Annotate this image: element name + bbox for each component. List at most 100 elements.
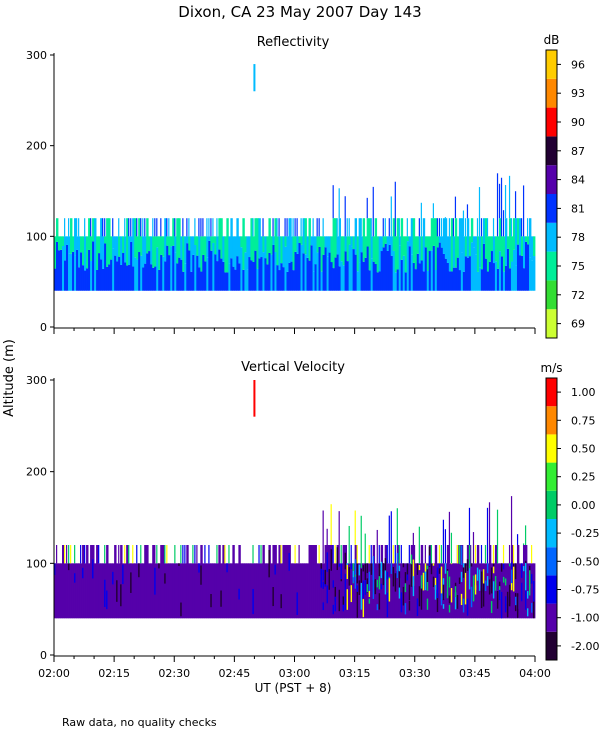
velocity-streak bbox=[378, 593, 381, 610]
reflectivity-cell bbox=[110, 236, 113, 260]
reflectivity-cell bbox=[426, 270, 430, 291]
reflectivity-cell bbox=[222, 236, 225, 262]
reflectivity-cell bbox=[420, 236, 424, 261]
reflectivity-cell bbox=[348, 236, 352, 245]
reflectivity-cell bbox=[402, 255, 406, 291]
velocity-spike bbox=[468, 507, 471, 545]
reflectivity-cell bbox=[418, 236, 422, 264]
reflectivity-cell bbox=[62, 246, 65, 291]
reflectivity-cell bbox=[328, 236, 331, 253]
reflectivity-cell bbox=[444, 218, 448, 259]
velocity-streak bbox=[418, 586, 421, 607]
reflectivity-cell bbox=[244, 236, 247, 253]
velocity-streak bbox=[420, 575, 423, 589]
reflectivity-cell bbox=[270, 254, 273, 291]
reflectivity-cell bbox=[230, 258, 233, 291]
reflectivity-cell bbox=[500, 236, 504, 257]
velocity-streak bbox=[460, 593, 463, 606]
reflectivity-cell bbox=[102, 236, 105, 269]
velocity-streak bbox=[506, 591, 509, 606]
velocity-cell bbox=[280, 563, 283, 619]
velocity-spike bbox=[530, 545, 533, 564]
velocity-streak bbox=[180, 602, 182, 617]
velocity-spike bbox=[524, 525, 527, 545]
velocity-spike bbox=[492, 545, 495, 564]
reflectivity-cell bbox=[128, 264, 131, 291]
reflectivity-spike bbox=[294, 218, 296, 237]
reflectivity-cell bbox=[360, 236, 364, 253]
velocity-streak bbox=[454, 586, 457, 598]
reflectivity-cell bbox=[324, 247, 327, 291]
velocity-cell bbox=[290, 563, 293, 619]
footnote: Raw data, no quality checks bbox=[62, 716, 217, 729]
velocity-cell bbox=[128, 563, 131, 619]
colorbar-swatch bbox=[546, 222, 557, 252]
colorbar-swatch bbox=[546, 575, 557, 604]
reflectivity-cell bbox=[200, 271, 203, 291]
reflectivity-cell bbox=[82, 236, 85, 266]
reflectivity-cell bbox=[422, 271, 426, 291]
velocity-streak bbox=[104, 579, 106, 607]
reflectivity-cell bbox=[238, 236, 241, 264]
reflectivity-cell bbox=[174, 236, 177, 253]
velocity-spike bbox=[166, 545, 168, 564]
velocity-streak bbox=[470, 563, 473, 567]
colorbar-frame bbox=[545, 49, 558, 339]
reflectivity-cell bbox=[136, 236, 139, 260]
velocity-streak bbox=[280, 594, 282, 609]
reflectivity-cell bbox=[346, 236, 350, 262]
velocity-cell bbox=[448, 563, 452, 619]
reflectivity-cell bbox=[292, 270, 295, 291]
reflectivity-cell bbox=[282, 267, 285, 291]
reflectivity-spike bbox=[124, 218, 126, 237]
velocity-streak bbox=[390, 563, 393, 574]
colorbar-label: 90 bbox=[571, 116, 585, 129]
velocity-cell bbox=[276, 563, 279, 619]
reflectivity-cell bbox=[134, 257, 137, 291]
colorbar-label: 72 bbox=[571, 289, 585, 302]
velocity-cell bbox=[94, 563, 97, 619]
reflectivity-cell bbox=[532, 236, 536, 257]
velocity-streak bbox=[514, 596, 517, 606]
reflectivity-cell bbox=[518, 255, 522, 291]
reflectivity-cell bbox=[328, 252, 331, 291]
reflectivity-cell bbox=[370, 236, 374, 259]
reflectivity-cell bbox=[286, 236, 289, 272]
velocity-spike bbox=[440, 545, 443, 564]
reflectivity-cell bbox=[400, 218, 404, 260]
velocity-streak bbox=[464, 565, 467, 581]
velocity-cell bbox=[414, 563, 418, 619]
velocity-streak bbox=[410, 564, 413, 587]
reflectivity-cell bbox=[482, 243, 486, 291]
velocity-spike bbox=[486, 507, 489, 564]
velocity-cell bbox=[86, 545, 89, 619]
reflectivity-cell bbox=[318, 236, 321, 247]
velocity-streak bbox=[404, 572, 407, 583]
reflectivity-cell bbox=[228, 263, 231, 291]
reflectivity-cell bbox=[250, 218, 253, 261]
velocity-spike bbox=[252, 545, 254, 564]
velocity-cell bbox=[296, 563, 299, 619]
velocity-streak bbox=[54, 563, 56, 575]
velocity-cell bbox=[156, 563, 159, 619]
reflectivity-cell bbox=[196, 255, 199, 291]
reflectivity-cell bbox=[330, 236, 333, 263]
reflectivity-spike bbox=[432, 203, 434, 219]
reflectivity-cell bbox=[486, 236, 490, 272]
reflectivity-cell bbox=[430, 250, 434, 291]
velocity-spike bbox=[192, 545, 194, 564]
reflectivity-cell bbox=[528, 218, 532, 258]
velocity-cell bbox=[166, 563, 169, 619]
velocity-streak bbox=[524, 583, 527, 610]
velocity-cell bbox=[526, 563, 530, 619]
reflectivity-cell bbox=[122, 236, 125, 253]
velocity-cell bbox=[78, 563, 81, 619]
velocity-cell bbox=[184, 563, 187, 619]
reflectivity-cell bbox=[304, 254, 307, 291]
velocity-streak bbox=[226, 563, 228, 573]
reflectivity-cell bbox=[214, 254, 217, 291]
reflectivity-spike bbox=[182, 218, 184, 237]
reflectivity-cell bbox=[468, 236, 472, 257]
reflectivity-cell bbox=[394, 272, 398, 291]
reflectivity-cell bbox=[80, 236, 83, 253]
